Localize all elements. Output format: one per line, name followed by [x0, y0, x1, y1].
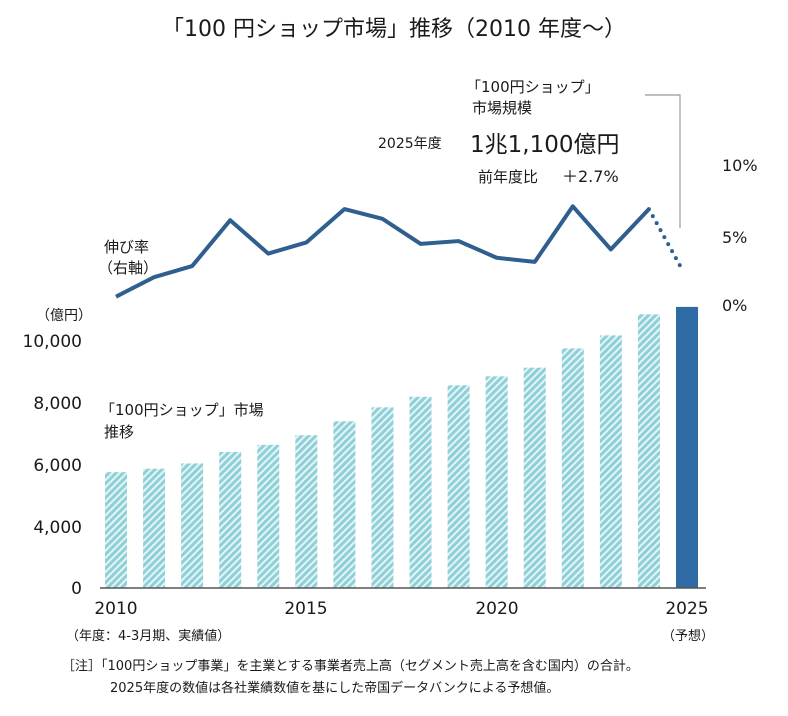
- bar-series-label: 「100円ショップ」市場: [100, 401, 264, 419]
- bar-2023: [599, 335, 622, 588]
- bar-2021: [523, 367, 546, 588]
- callout-yoy-label: 前年度比: [478, 168, 538, 186]
- chart-title: 「100 円ショップ市場」推移（2010 年度～）: [162, 17, 626, 42]
- x-tick-label: 2015: [284, 599, 327, 619]
- callout-year: 2025年度: [378, 136, 442, 152]
- bar-2013: [219, 451, 242, 588]
- bar-2016: [333, 421, 356, 588]
- right-tick-label: 0%: [722, 296, 747, 315]
- bar-2014: [257, 444, 280, 588]
- bar-2020: [485, 376, 508, 588]
- left-tick-label: 8,000: [33, 394, 82, 414]
- bars-group: [105, 306, 698, 588]
- x-tick-label: 2010: [94, 599, 137, 619]
- x-note: （年度：4-3月期、実績値）: [66, 628, 230, 644]
- bar-2012: [181, 463, 204, 588]
- bar-2017: [371, 407, 394, 588]
- right-tick-label: 5%: [722, 228, 747, 247]
- bar-2010: [105, 472, 127, 588]
- left-tick-label: 4,000: [33, 518, 82, 538]
- footnote-line1: ［注］「100円ショップ事業」を主業とする事業者売上高（セグメント売上高を含む国…: [62, 658, 639, 674]
- callout-value: 1兆1,100億円: [470, 132, 619, 158]
- right-tick-label: 10%: [722, 156, 758, 175]
- bar-2024: [637, 314, 660, 588]
- left-tick-label: 6,000: [33, 456, 82, 476]
- x-tick-label: 2025: [665, 599, 708, 619]
- line-series-label: （右軸）: [98, 259, 158, 277]
- callout-line1: 「100円ショップ」: [466, 78, 600, 96]
- footnote-line2: 2025年度の数値は各社業績数値を基にした帝国データバンクによる予想値。: [110, 680, 559, 696]
- bar-2011: [143, 468, 166, 588]
- left-tick-label: 10,000: [23, 332, 82, 352]
- bar-series-label: 推移: [104, 423, 134, 441]
- bar-2018: [409, 396, 432, 588]
- growth-line-forecast: [646, 207, 683, 270]
- bar-2019: [447, 385, 470, 588]
- callout-yoy-value: ＋2.7%: [562, 167, 619, 186]
- callout-leader-line: [645, 94, 681, 228]
- x-tick-label: 2020: [475, 599, 518, 619]
- growth-line-actual: [115, 204, 651, 299]
- bar-2025: [676, 306, 698, 588]
- forecast-note: （予想）: [662, 628, 714, 644]
- left-axis-unit: （億円）: [36, 308, 92, 324]
- growth-line-group: [115, 204, 683, 299]
- bar-2015: [295, 435, 318, 588]
- line-series-label: 伸び率: [104, 238, 149, 256]
- callout-line2: 市場規模: [472, 99, 532, 117]
- left-tick-label: 0: [71, 579, 82, 599]
- bar-2022: [561, 348, 584, 588]
